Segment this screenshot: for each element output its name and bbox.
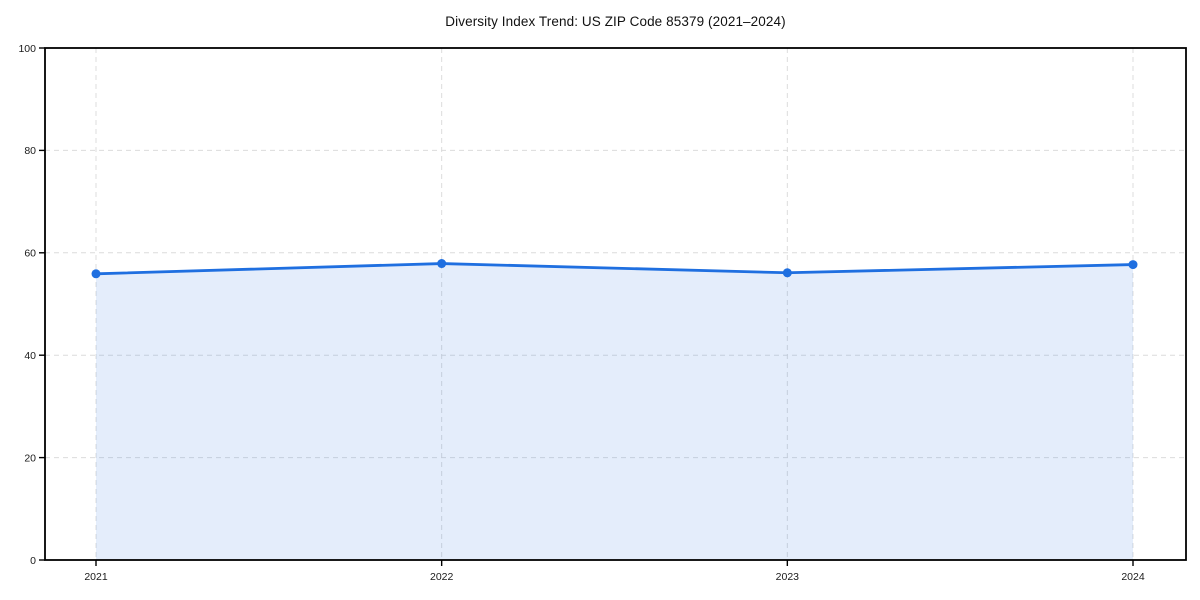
- data-point-marker: [782, 268, 792, 278]
- y-tick-label: 0: [30, 555, 36, 567]
- plot-border: [44, 47, 1187, 561]
- x-tick-label: 2022: [430, 571, 454, 583]
- y-tick-label: 40: [24, 350, 36, 362]
- area-fill: [96, 263, 1133, 560]
- x-tick-label: 2023: [776, 571, 800, 583]
- trend-line: [94, 262, 1135, 276]
- data-point-marker: [437, 259, 447, 269]
- y-tick-label: 80: [24, 145, 36, 157]
- y-tick-label: 100: [18, 43, 36, 55]
- x-tick-label: 2021: [84, 571, 108, 583]
- data-point-marker: [1128, 260, 1138, 270]
- y-tick-label: 20: [24, 452, 36, 464]
- y-tick-label: 60: [24, 248, 36, 260]
- chart-title: Diversity Index Trend: US ZIP Code 85379…: [445, 14, 786, 29]
- x-tick-label: 2024: [1121, 571, 1145, 583]
- data-point-marker: [91, 269, 101, 279]
